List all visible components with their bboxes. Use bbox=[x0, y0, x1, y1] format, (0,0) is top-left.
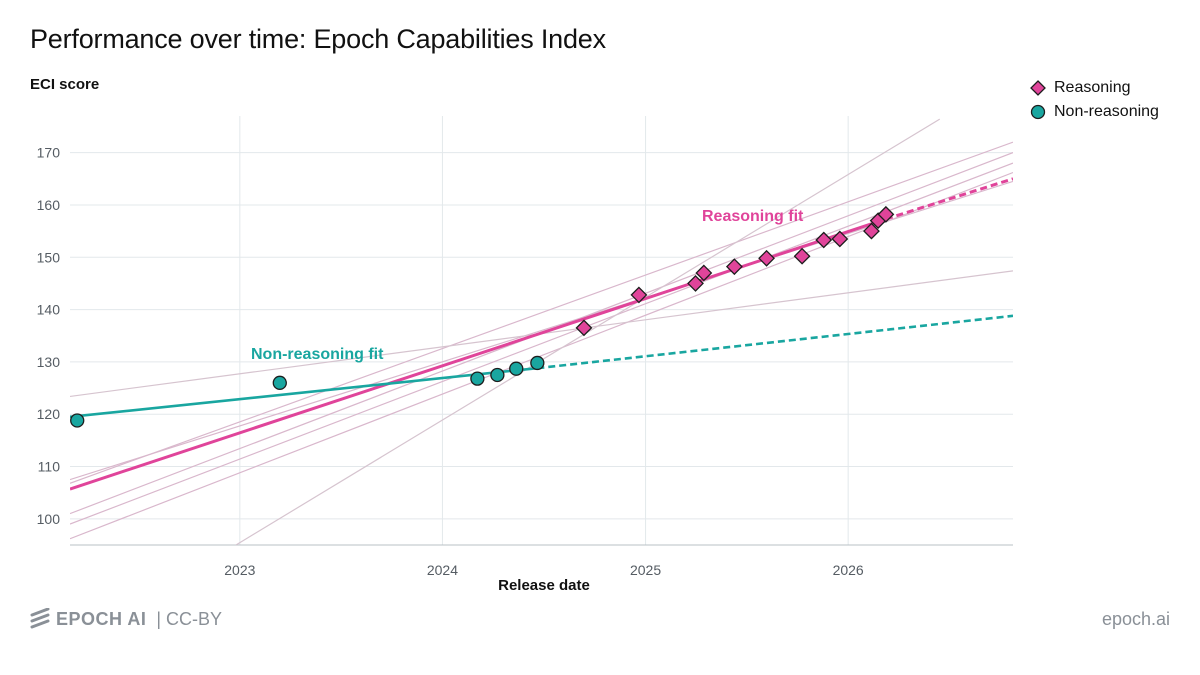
brand-name: EPOCH AI bbox=[56, 608, 147, 629]
y-tick-label: 120 bbox=[37, 406, 61, 422]
reasoning-point bbox=[877, 205, 895, 223]
site-link[interactable]: epoch.ai bbox=[1101, 609, 1170, 629]
reasoning-point bbox=[695, 264, 713, 282]
legend-item-reasoning: Reasoning bbox=[1030, 76, 1159, 100]
x-tick-label: 2026 bbox=[833, 562, 864, 578]
reasoning-point bbox=[687, 274, 704, 292]
fit-line-solid bbox=[70, 217, 887, 491]
reasoning-point bbox=[793, 247, 811, 265]
fit-line-solid bbox=[70, 366, 538, 419]
reasoning-point bbox=[725, 258, 743, 276]
x-axis-title: Release date bbox=[498, 577, 590, 594]
reasoning-point bbox=[630, 286, 648, 304]
license-text: | CC-BY bbox=[156, 608, 223, 629]
y-tick-label: 140 bbox=[37, 302, 61, 318]
y-tick-label: 170 bbox=[37, 145, 61, 161]
legend-label-reasoning: Reasoning bbox=[1054, 79, 1131, 96]
chart-legend: Reasoning Non-reasoning bbox=[1030, 76, 1159, 124]
reasoning-point bbox=[575, 319, 593, 337]
legend-item-non-reasoning: Non-reasoning bbox=[1030, 100, 1159, 124]
fit-line-projection bbox=[885, 177, 1013, 221]
non-reasoning-point bbox=[470, 371, 485, 386]
bootstrap-fit-line bbox=[70, 141, 1013, 484]
non-reasoning-point bbox=[490, 367, 505, 383]
fit-line-projection bbox=[537, 314, 1013, 370]
reasoning-fit-label: Reasoning fit bbox=[702, 208, 804, 225]
footer-brand: EPOCH AI | CC-BY bbox=[30, 608, 228, 630]
reasoning-point bbox=[831, 230, 849, 248]
y-tick-label: 160 bbox=[37, 197, 61, 213]
non-reasoning-point bbox=[272, 375, 287, 390]
y-axis-title: ECI score bbox=[30, 76, 100, 93]
legend-label-non-reasoning: Non-reasoning bbox=[1054, 103, 1159, 120]
x-tick-label: 2024 bbox=[427, 562, 458, 578]
y-tick-label: 110 bbox=[38, 459, 61, 475]
non-reasoning-fit-label: Non-reasoning fit bbox=[251, 346, 384, 363]
chart-title: Performance over time: Epoch Capabilitie… bbox=[30, 24, 606, 54]
bootstrap-fit-line bbox=[70, 180, 1013, 481]
x-tick-label: 2023 bbox=[224, 562, 255, 578]
non-reasoning-point bbox=[530, 355, 545, 371]
x-tick-label: 2025 bbox=[630, 562, 661, 578]
diamond-icon bbox=[1030, 80, 1046, 96]
y-tick-label: 100 bbox=[37, 511, 61, 527]
reasoning-point bbox=[863, 222, 880, 240]
circle-icon bbox=[1030, 104, 1046, 120]
bootstrap-fit-line bbox=[70, 162, 1013, 525]
y-tick-label: 130 bbox=[37, 354, 61, 370]
non-reasoning-point bbox=[509, 361, 524, 376]
bootstrap-fit-line bbox=[70, 171, 1013, 540]
plot-area bbox=[70, 118, 1013, 545]
reasoning-point bbox=[758, 249, 775, 267]
epoch-logo-icon bbox=[30, 608, 50, 629]
y-tick-label: 150 bbox=[37, 249, 61, 265]
non-reasoning-point bbox=[70, 413, 85, 428]
reasoning-point bbox=[815, 231, 833, 249]
